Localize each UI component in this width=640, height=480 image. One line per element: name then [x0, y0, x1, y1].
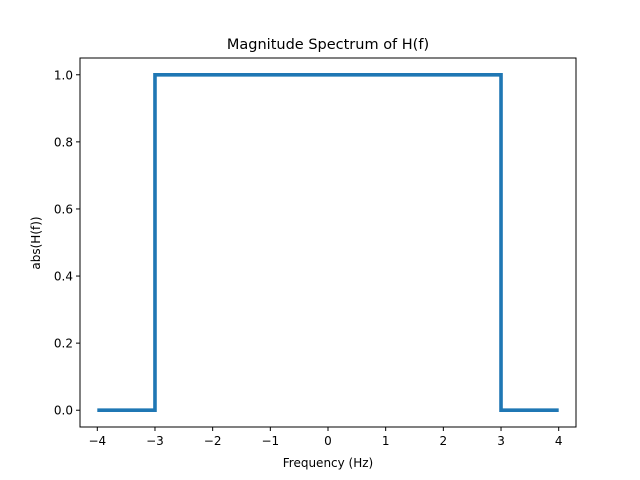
x-tick-label: 2	[440, 434, 448, 448]
x-tick-label: 1	[382, 434, 390, 448]
y-tick-label: 0.6	[54, 202, 73, 216]
y-tick-label: 0.0	[54, 404, 73, 418]
x-tick-label: −2	[204, 434, 222, 448]
chart-title: Magnitude Spectrum of H(f)	[227, 37, 429, 53]
plot-area	[97, 72, 559, 413]
x-tick-label: 4	[555, 434, 563, 448]
y-tick-label: 0.2	[54, 337, 73, 351]
x-tick-label: 3	[497, 434, 505, 448]
x-tick-label: 0	[324, 434, 332, 448]
x-tick-label: −1	[261, 434, 279, 448]
y-tick-label: 0.8	[54, 135, 73, 149]
x-axis-label: Frequency (Hz)	[283, 456, 374, 470]
y-axis-label: abs(H(f))	[29, 216, 43, 269]
y-tick-label: 1.0	[54, 68, 73, 82]
y-tick-label: 0.4	[54, 270, 73, 284]
x-tick-label: −3	[146, 434, 164, 448]
y-axis: 0.0 0.2 0.4 0.6 0.8 1.0	[54, 68, 80, 418]
x-tick-label: −4	[88, 434, 106, 448]
series-line-0	[97, 72, 559, 413]
x-axis: −4 −3 −2 −1 0 1 2 3 4	[88, 427, 563, 448]
